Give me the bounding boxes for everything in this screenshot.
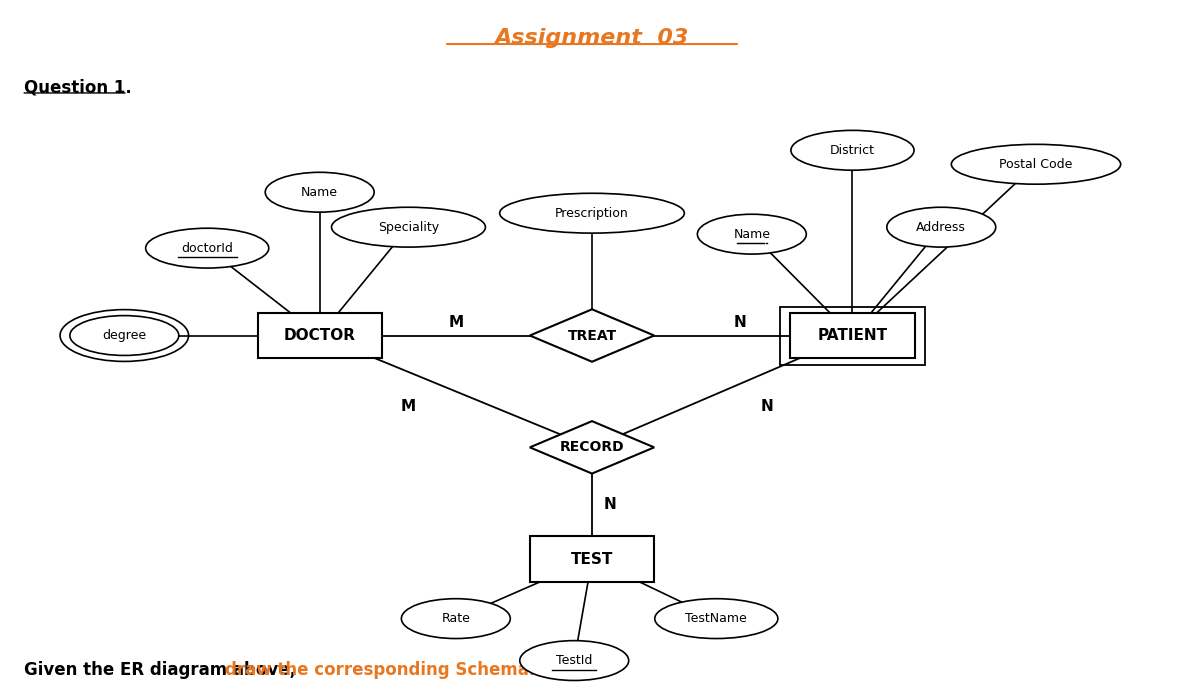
Text: doctorId: doctorId (181, 242, 233, 254)
Ellipse shape (500, 194, 684, 233)
Text: M: M (449, 315, 463, 331)
Text: Address: Address (916, 221, 966, 233)
Text: N: N (604, 497, 616, 512)
Text: degree: degree (102, 329, 147, 342)
Text: Assignment  03: Assignment 03 (495, 29, 689, 48)
Text: N: N (761, 399, 773, 415)
Ellipse shape (265, 172, 374, 212)
Ellipse shape (520, 640, 629, 681)
Text: TestId: TestId (556, 654, 592, 667)
Ellipse shape (951, 144, 1120, 185)
Text: M: M (401, 399, 416, 415)
Text: Name: Name (301, 186, 339, 199)
Text: Postal Code: Postal Code (999, 158, 1073, 171)
Text: Question 1.: Question 1. (24, 78, 131, 96)
Polygon shape (529, 421, 654, 474)
Ellipse shape (332, 207, 485, 247)
Ellipse shape (401, 598, 510, 639)
Text: Name: Name (733, 228, 771, 240)
Text: TestName: TestName (686, 612, 747, 625)
Bar (529, 537, 654, 582)
Bar (258, 313, 381, 358)
Text: TREAT: TREAT (567, 329, 617, 343)
Ellipse shape (887, 207, 996, 247)
Text: TEST: TEST (571, 552, 613, 567)
Text: Speciality: Speciality (378, 221, 439, 233)
Text: Rate: Rate (442, 612, 470, 625)
Ellipse shape (697, 214, 806, 254)
Ellipse shape (146, 228, 269, 268)
Text: DOCTOR: DOCTOR (284, 328, 355, 343)
Ellipse shape (655, 598, 778, 639)
Polygon shape (529, 309, 654, 362)
Text: draw the corresponding Schema.: draw the corresponding Schema. (225, 661, 535, 679)
Text: District: District (830, 144, 875, 157)
Text: Prescription: Prescription (555, 207, 629, 219)
Text: PATIENT: PATIENT (817, 328, 888, 343)
Text: RECORD: RECORD (560, 440, 624, 454)
Ellipse shape (70, 316, 179, 355)
Text: N: N (734, 315, 746, 331)
Bar (790, 313, 914, 358)
Bar (779, 306, 925, 364)
Ellipse shape (791, 130, 914, 171)
Text: Given the ER diagram above,: Given the ER diagram above, (24, 661, 302, 679)
